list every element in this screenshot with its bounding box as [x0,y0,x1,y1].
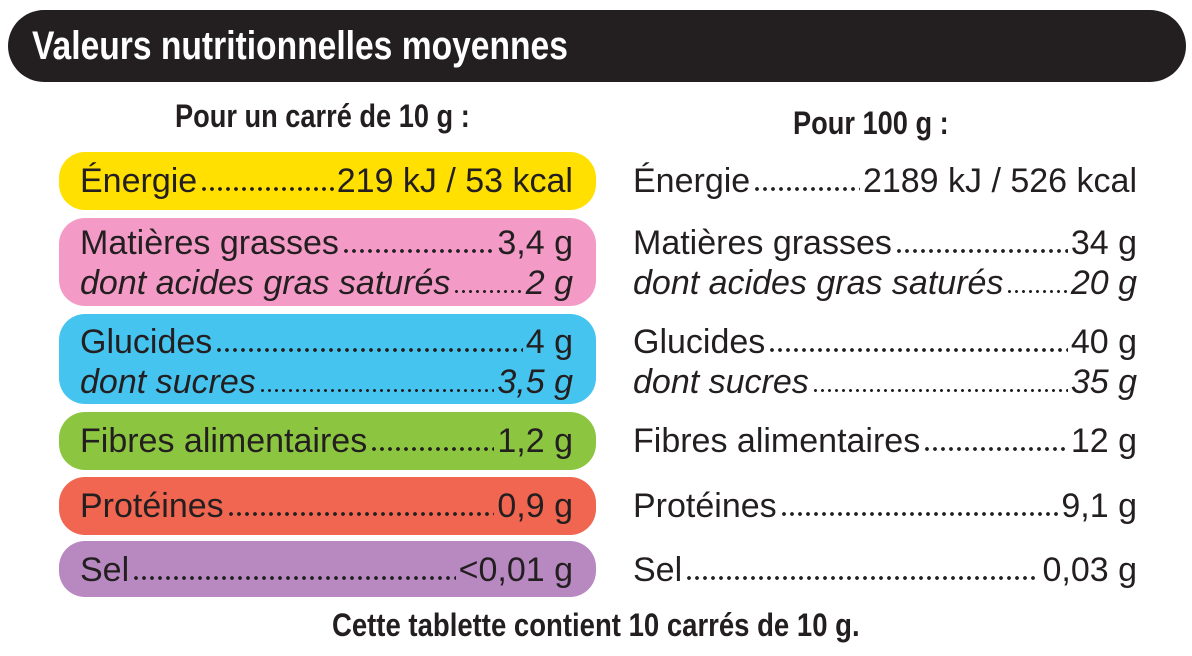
title-bar: Valeurs nutritionnelles moyennes [8,10,1186,82]
row-matieres-grasses-square: Matières grasses 3,4 g [80,223,573,263]
label-energie: Énergie [80,162,198,200]
row-sel-100g: Sel 0,03 g [633,550,1137,590]
label-proteines: Protéines [80,487,224,525]
row-matieres-grasses-100g: Matières grasses 34 g [633,223,1137,263]
label-sel: Sel [80,551,130,589]
dot-leader [341,248,495,254]
row-glucides-square: Glucides 4 g [80,322,573,362]
row-glucides-100g: Glucides 40 g [633,322,1137,362]
label-matieres-grasses: Matières grasses [633,224,892,262]
pill-fibres [59,412,596,470]
value-glucides-square: 4 g [525,323,573,361]
row-sel-square: Sel <0,01 g [80,550,573,590]
value-sel-100g: 0,03 g [1042,551,1137,589]
label-acides-gras: dont acides gras saturés [633,264,1004,302]
dot-leader [226,511,495,517]
row-fibres-square: Fibres alimentaires 1,2 g [80,421,573,461]
label-matieres-grasses: Matières grasses [80,224,339,262]
value-glucides-100g: 40 g [1070,323,1137,361]
header-per-100g: Pour 100 g : [793,105,949,141]
dot-leader [1006,289,1068,294]
row-sucres-square: dont sucres 3,5 g [80,362,573,402]
value-energie-square: 219 kJ / 53 kcal [336,162,573,200]
dot-leader [215,347,523,353]
dot-leader [768,347,1068,353]
value-sucres-100g: 35 g [1070,363,1137,401]
label-glucides: Glucides [633,323,766,361]
dot-leader [923,446,1068,452]
value-sucres-square: 3,5 g [497,363,573,401]
value-acides-gras-square: 2 g [525,264,573,302]
row-proteines-square: Protéines 0,9 g [80,486,573,526]
value-proteines-square: 0,9 g [497,487,573,525]
dot-leader [779,511,1059,517]
label-fibres: Fibres alimentaires [80,422,368,460]
dot-leader [453,289,523,294]
page-title: Valeurs nutritionnelles moyennes [32,23,568,68]
value-matieres-grasses-square: 3,4 g [497,224,573,262]
footer-text: Cette tablette contient 10 carrés de 10 … [332,607,860,643]
dot-leader [685,575,1040,581]
label-sucres: dont sucres [633,363,809,401]
dot-leader [894,248,1068,254]
row-proteines-100g: Protéines 9,1 g [633,486,1137,526]
header-per-square: Pour un carré de 10 g : [175,98,470,134]
pill-energie [59,152,596,210]
pill-sel [59,541,596,597]
footer-note: Cette tablette contient 10 carrés de 10 … [0,607,1192,644]
row-acides-gras-100g: dont acides gras saturés 20 g [633,263,1137,303]
row-acides-gras-square: dont acides gras saturés 2 g [80,263,573,303]
row-fibres-100g: Fibres alimentaires 12 g [633,421,1137,461]
label-sel: Sel [633,551,683,589]
dot-leader [258,388,495,393]
value-matieres-grasses-100g: 34 g [1070,224,1137,262]
dot-leader [753,186,860,192]
label-fibres: Fibres alimentaires [633,422,921,460]
value-fibres-100g: 12 g [1070,422,1137,460]
dot-leader [370,446,495,452]
value-sel-square: <0,01 g [458,551,573,589]
label-glucides: Glucides [80,323,213,361]
dot-leader [811,388,1068,393]
row-energie-100g: Énergie 2189 kJ / 526 kcal [633,161,1137,201]
value-fibres-square: 1,2 g [497,422,573,460]
dot-leader [132,575,456,581]
label-acides-gras: dont acides gras saturés [80,264,451,302]
value-acides-gras-100g: 20 g [1070,264,1137,302]
value-proteines-100g: 9,1 g [1061,487,1137,525]
row-energie-square: Énergie 219 kJ / 53 kcal [80,161,573,201]
pill-proteines [59,477,596,535]
dot-leader [200,186,334,192]
label-proteines: Protéines [633,487,777,525]
label-energie: Énergie [633,162,751,200]
label-sucres: dont sucres [80,363,256,401]
row-sucres-100g: dont sucres 35 g [633,362,1137,402]
value-energie-100g: 2189 kJ / 526 kcal [862,162,1137,200]
